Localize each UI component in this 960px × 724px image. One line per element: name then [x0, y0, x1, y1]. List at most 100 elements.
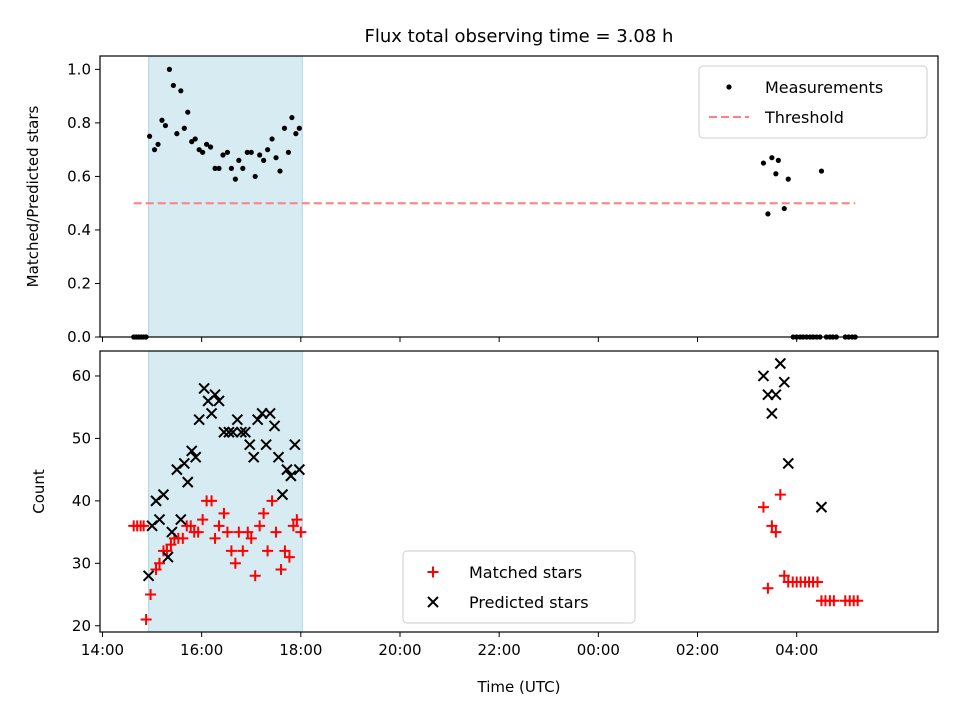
measurement-point [181, 125, 187, 131]
predicted-star-point [757, 370, 770, 382]
measurement-point [166, 66, 173, 72]
predicted-star-point [248, 451, 260, 463]
legend-plus-marker [427, 566, 439, 578]
matched-star-point [262, 545, 274, 557]
matched-star-point [242, 526, 254, 538]
matched-star-point [161, 545, 173, 557]
legend-label: Predicted stars [469, 593, 589, 612]
y-tick-label: 40 [72, 492, 91, 510]
series-matched-stars [128, 489, 864, 626]
predicted-star-point [774, 357, 787, 370]
measurement-point [281, 125, 288, 131]
measurement-point [269, 136, 275, 142]
measurement-point [146, 133, 153, 139]
matched-star-point [774, 489, 786, 501]
matched-star-point [757, 501, 769, 513]
matched-star-point [778, 570, 790, 582]
predicted-star-point [782, 457, 794, 470]
measurement-point [785, 176, 791, 182]
x-tick-label: 22:00 [478, 641, 521, 659]
predicted-star-point [778, 376, 790, 388]
matched-star-point [852, 595, 864, 607]
predicted-star-point [268, 420, 281, 432]
predicted-star-point [166, 526, 178, 538]
measurement-point [818, 168, 825, 174]
measurement-point [769, 155, 775, 161]
predicted-star-point [285, 470, 297, 482]
measurement-point [775, 157, 781, 163]
predicted-star-point [260, 438, 272, 451]
matched-star-point [192, 526, 204, 538]
matched-star-point [221, 526, 233, 538]
predicted-star-point [227, 426, 239, 438]
y-tick-label: 20 [72, 617, 91, 635]
matched-star-point [762, 582, 774, 594]
measurement-point [236, 157, 242, 163]
y-axis-label: Count [30, 469, 48, 514]
measurement-point [200, 149, 206, 155]
predicted-star-point [244, 438, 256, 451]
series-predicted-stars [142, 357, 828, 582]
predicted-star-point [766, 407, 778, 420]
matched-star-point [165, 539, 177, 551]
predicted-star-point [193, 413, 205, 426]
predicted-star-point [264, 407, 276, 420]
measurement-point [240, 165, 246, 171]
predicted-star-point [251, 413, 264, 426]
x-tick-label: 20:00 [378, 641, 421, 659]
predicted-star-point [272, 451, 285, 463]
y-axis-label: Matched/Predicted stars [24, 106, 42, 288]
measurement-point [178, 88, 184, 94]
measurement-point [155, 141, 161, 147]
matched-star-point [828, 595, 840, 607]
matched-star-point [291, 514, 303, 526]
legend-x-marker [427, 596, 439, 608]
y-tick-label: 0.8 [67, 114, 91, 132]
matched-star-point [197, 514, 209, 526]
matched-star-point [245, 532, 257, 544]
predicted-star-point [770, 389, 782, 401]
measurement-point [159, 117, 165, 123]
y-tick-label: 0.0 [67, 328, 91, 346]
measurement-point [248, 149, 254, 155]
matched-star-point [213, 520, 225, 532]
legend-box [698, 65, 928, 139]
measurement-point [289, 114, 295, 121]
matched-star-point [140, 614, 152, 626]
measurement-point [174, 131, 180, 137]
measurement-point [212, 165, 218, 171]
x-tick-label: 16:00 [180, 641, 223, 659]
matched-star-point [185, 520, 197, 532]
measurement-point [244, 149, 250, 155]
predicted-star-point [281, 463, 293, 476]
matched-star-point [206, 495, 218, 507]
legend: Matched stars Predicted stars [402, 550, 636, 624]
predicted-star-point [293, 463, 306, 476]
x-tick-label: 02:00 [676, 641, 719, 659]
measurement-point [261, 157, 267, 163]
matched-star-point [237, 545, 249, 557]
matched-star-point [177, 532, 189, 544]
chart-title: Flux total observing time = 3.08 h [365, 26, 674, 47]
measurement-point [151, 147, 158, 153]
measurement-point [224, 149, 231, 155]
predicted-star-point [142, 570, 155, 582]
x-tick-label: 14:00 [81, 641, 124, 659]
panel-2: 20 30 40 50 60 Count 14:00 16:00 18:00 20:00 22:00… [30, 350, 939, 659]
matched-star-point [266, 495, 278, 507]
matched-star-point [218, 507, 230, 519]
measurement-point [765, 211, 771, 217]
predicted-star-point [157, 488, 170, 501]
matched-star-point [209, 532, 221, 544]
matched-star-point [275, 564, 287, 576]
y-tick-label: 30 [72, 554, 91, 572]
measurement-point [192, 136, 198, 142]
predicted-star-point [162, 551, 174, 563]
measurement-point [162, 122, 169, 129]
predicted-star-point [276, 488, 289, 501]
measurement-point [277, 168, 283, 174]
y-tick-label: 50 [72, 429, 91, 447]
legend-label: Matched stars [469, 563, 582, 582]
